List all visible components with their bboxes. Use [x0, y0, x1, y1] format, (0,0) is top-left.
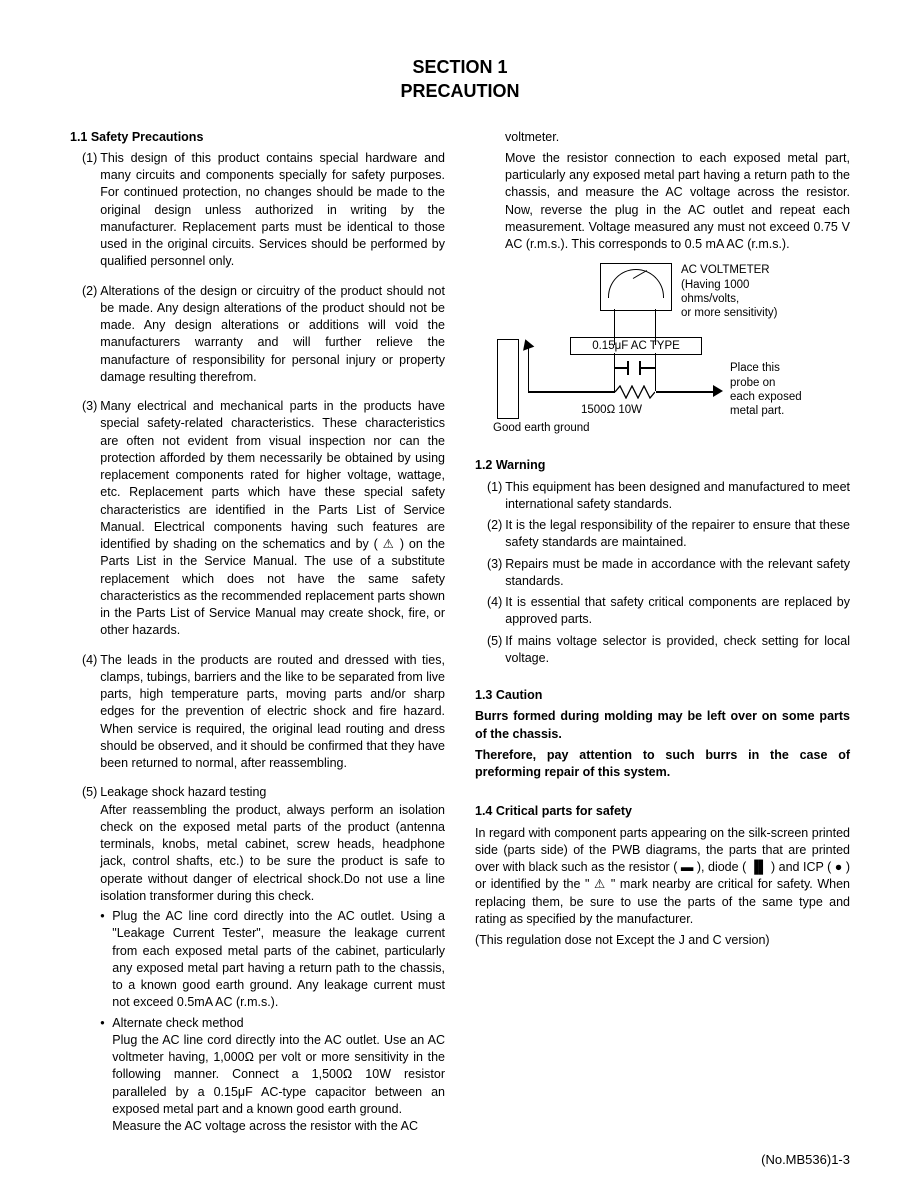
body: Alterations of the design or circuitry o… [100, 283, 445, 387]
right-column: voltmeter. Move the resistor connection … [475, 129, 850, 1141]
bullet-1: • Plug the AC line cord directly into th… [100, 908, 445, 1012]
section-title: SECTION 1 PRECAUTION [70, 55, 850, 104]
body: If mains voltage selector is provided, c… [505, 633, 850, 668]
item-5: (5) Leakage shock hazard testing After r… [82, 784, 445, 1138]
body: Many electrical and mechanical parts in … [100, 398, 445, 640]
body: This equipment has been designed and man… [505, 479, 850, 514]
warn-4: (4) It is essential that safety critical… [487, 594, 850, 629]
heading-1-3: 1.3 Caution [475, 687, 850, 704]
bullet-2-head: Alternate check method [112, 1015, 445, 1032]
item-5-head: Leakage shock hazard testing [100, 784, 445, 801]
continuation-1: voltmeter. [505, 129, 850, 146]
wire [614, 353, 615, 367]
arrow-icon [520, 338, 535, 352]
resistor-symbol [615, 385, 655, 399]
wire [641, 367, 656, 368]
item-4: (4) The leads in the products are routed… [82, 652, 445, 773]
cap-plate [627, 361, 629, 375]
bullet-body: Alternate check method Plug the AC line … [112, 1015, 445, 1136]
earth-box [497, 339, 519, 419]
caution-1: Burrs formed during molding may be left … [475, 708, 850, 743]
continuation-2: Move the resistor connection to each exp… [505, 150, 850, 254]
bullet-mark: • [100, 1015, 112, 1136]
left-column: 1.1 Safety Precautions (1) This design o… [70, 129, 445, 1141]
wire [655, 353, 656, 367]
heading-1-4: 1.4 Critical parts for safety [475, 803, 850, 820]
voltmeter-label: AC VOLTMETER (Having 1000 ohms/volts, or… [681, 263, 831, 321]
num: (3) [487, 556, 505, 591]
num: (5) [82, 784, 100, 1138]
capacitor-label: 0.15μF AC TYPE [570, 337, 702, 355]
num: (5) [487, 633, 505, 668]
probe-label: Place this probe on each exposed metal p… [730, 361, 840, 419]
earth-label: Good earth ground [493, 421, 590, 437]
wire [528, 391, 615, 392]
body: The leads in the products are routed and… [100, 652, 445, 773]
num: (4) [487, 594, 505, 629]
bullet-2-body2: Measure the AC voltage across the resist… [112, 1118, 445, 1135]
body: Repairs must be made in accordance with … [505, 556, 850, 591]
page-number: (No.MB536)1-3 [761, 1152, 850, 1167]
bullet-2: • Alternate check method Plug the AC lin… [100, 1015, 445, 1136]
page: SECTION 1 PRECAUTION 1.1 Safety Precauti… [0, 0, 920, 1191]
body: This design of this product contains spe… [100, 150, 445, 271]
warn-2: (2) It is the legal responsibility of th… [487, 517, 850, 552]
bullet-mark: • [100, 908, 112, 1012]
title-line2: PRECAUTION [70, 79, 850, 103]
num: (3) [82, 398, 100, 640]
body: Leakage shock hazard testing After reass… [100, 784, 445, 1138]
item-5-body: After reassembling the product, always p… [100, 802, 445, 906]
columns: 1.1 Safety Precautions (1) This design o… [70, 129, 850, 1141]
heading-1-1: 1.1 Safety Precautions [70, 129, 445, 146]
critical-parts-1: In regard with component parts appearing… [475, 825, 850, 929]
num: (4) [82, 652, 100, 773]
warn-1: (1) This equipment has been designed and… [487, 479, 850, 514]
wire [656, 391, 716, 392]
body: It is essential that safety critical com… [505, 594, 850, 629]
title-line1: SECTION 1 [70, 55, 850, 79]
warn-3: (3) Repairs must be made in accordance w… [487, 556, 850, 591]
num: (2) [487, 517, 505, 552]
arrow-icon [713, 385, 723, 397]
heading-1-2: 1.2 Warning [475, 457, 850, 474]
num: (1) [487, 479, 505, 514]
wire [528, 345, 529, 392]
wire [614, 367, 627, 368]
item-2: (2) Alterations of the design or circuit… [82, 283, 445, 387]
wire [655, 367, 656, 391]
body: It is the legal responsibility of the re… [505, 517, 850, 552]
caution-2: Therefore, pay attention to such burrs i… [475, 747, 850, 782]
critical-parts-2: (This regulation dose not Except the J a… [475, 932, 850, 949]
resistor-label: 1500Ω 10W [581, 403, 642, 419]
bullet-2-body: Plug the AC line cord directly into the … [112, 1032, 445, 1118]
bullet-body: Plug the AC line cord directly into the … [112, 908, 445, 1012]
num: (1) [82, 150, 100, 271]
item-3: (3) Many electrical and mechanical parts… [82, 398, 445, 640]
num: (2) [82, 283, 100, 387]
circuit-diagram: 0.15μF AC TYPE AC VOLTMETER (Having [475, 259, 835, 439]
item-1: (1) This design of this product contains… [82, 150, 445, 271]
warn-5: (5) If mains voltage selector is provide… [487, 633, 850, 668]
